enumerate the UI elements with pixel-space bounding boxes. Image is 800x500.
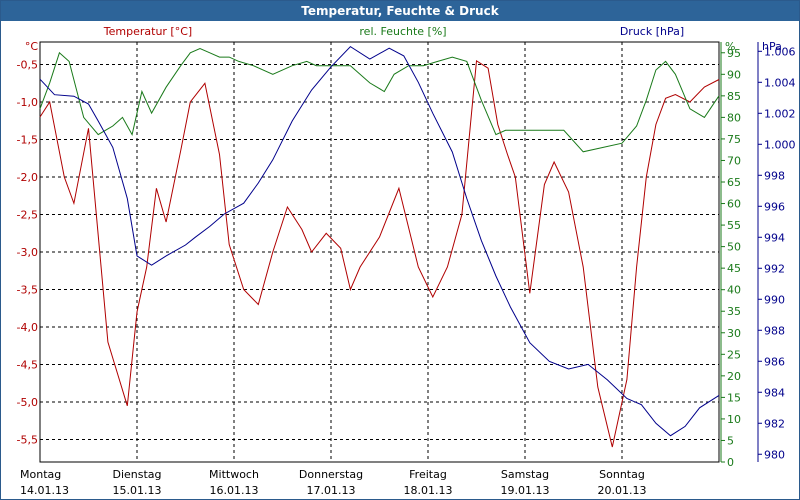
humidity-tick: 30	[727, 327, 741, 340]
axes: Montag 14.01.13 Dienstag 15.01.13 Mittwoch 16…	[17, 42, 796, 497]
temperature-unit-label: °C	[25, 40, 39, 53]
temperature-tick: -5,0	[17, 396, 38, 409]
humidity-tick: 45	[727, 262, 741, 275]
humidity-tick: 60	[727, 198, 741, 211]
x-tick-day: Freitag	[409, 468, 447, 481]
x-tick-day: Samstag	[501, 468, 549, 481]
temperature-tick: -0,5	[17, 59, 38, 72]
x-tick-date: 19.01.13	[501, 484, 550, 497]
pressure-tick: 998	[764, 169, 785, 182]
humidity-tick: 25	[727, 348, 741, 361]
humidity-axis-title: rel. Feuchte [%]	[359, 25, 446, 38]
humidity-tick: 40	[727, 284, 741, 297]
humidity-tick: 90	[727, 68, 741, 81]
pressure-tick: 996	[764, 200, 785, 213]
window-title: Temperatur, Feuchte & Druck	[1, 1, 799, 21]
humidity-tick: 10	[727, 413, 741, 426]
x-tick-date: 20.01.13	[598, 484, 647, 497]
humidity-tick: 35	[727, 305, 741, 318]
pressure-series-line	[39, 45, 720, 437]
temperature-tick: -4,5	[17, 359, 38, 372]
grid-lines	[39, 41, 720, 463]
pressure-tick: 1.002	[764, 107, 796, 120]
x-tick-day: Montag	[20, 468, 61, 481]
humidity-tick: 5	[727, 434, 734, 447]
pressure-tick: 990	[764, 293, 785, 306]
temperature-tick: -3,5	[17, 284, 38, 297]
temperature-series-line	[39, 59, 720, 448]
pressure-tick: 992	[764, 262, 785, 275]
temperature-tick: -5,5	[17, 434, 38, 447]
humidity-tick: 15	[727, 391, 741, 404]
humidity-tick: 75	[727, 133, 741, 146]
humidity-tick: 55	[727, 219, 741, 232]
temperature-axis-title: Temperatur [°C]	[103, 25, 192, 38]
temperature-tick: -1,5	[17, 134, 38, 147]
pressure-tick: 984	[764, 386, 785, 399]
humidity-tick: 65	[727, 176, 741, 189]
pressure-tick: 986	[764, 355, 785, 368]
pressure-tick: 1.004	[764, 76, 796, 89]
temperature-tick: -1,0	[17, 96, 38, 109]
humidity-unit-label: %	[725, 40, 735, 53]
pressure-tick: 980	[764, 448, 785, 461]
humidity-series-line	[39, 47, 720, 153]
x-tick-day: Dienstag	[112, 468, 161, 481]
pressure-tick: 994	[764, 231, 785, 244]
pressure-axis-title: Druck [hPa]	[620, 25, 684, 38]
x-tick-date: 14.01.13	[20, 484, 69, 497]
x-tick-day: Sonntag	[599, 468, 645, 481]
x-tick-day: Donnerstag	[299, 468, 363, 481]
humidity-tick: 70	[727, 154, 741, 167]
humidity-tick: 50	[727, 241, 741, 254]
pressure-tick: 982	[764, 417, 785, 430]
temperature-tick: -2,5	[17, 209, 38, 222]
x-tick-date: 16.01.13	[210, 484, 259, 497]
temperature-tick: -3,0	[17, 246, 38, 259]
pressure-unit-label: hPa	[762, 40, 782, 53]
humidity-tick: 95	[727, 47, 741, 60]
humidity-tick: 0	[727, 456, 734, 469]
humidity-tick: 20	[727, 370, 741, 383]
x-tick-day: Mittwoch	[209, 468, 259, 481]
pressure-tick: 1.000	[764, 138, 796, 151]
series-lines	[39, 45, 720, 448]
temperature-tick: -2,0	[17, 171, 38, 184]
pressure-tick: 1.006	[764, 45, 796, 58]
x-tick-date: 18.01.13	[404, 484, 453, 497]
x-tick-date: 15.01.13	[113, 484, 162, 497]
humidity-tick: 80	[727, 111, 741, 124]
humidity-tick: 85	[727, 90, 741, 103]
temperature-tick: -4,0	[17, 321, 38, 334]
pressure-tick: 988	[764, 324, 785, 337]
x-tick-date: 17.01.13	[307, 484, 356, 497]
